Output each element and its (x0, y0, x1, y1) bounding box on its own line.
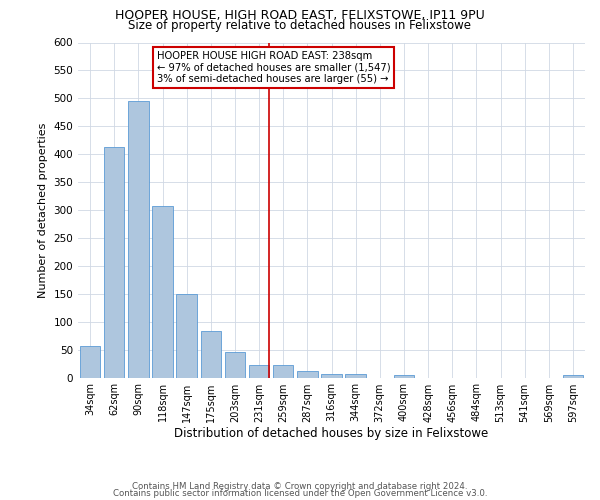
Bar (80, 346, 100, 378)
Bar (128, 101, 149, 377)
Bar (176, 294, 197, 378)
Text: HOOPER HOUSE HIGH ROAD EAST: 238sqm
← 97% of detached houses are smaller (1,547): HOOPER HOUSE HIGH ROAD EAST: 238sqm ← 97… (157, 51, 390, 84)
Bar (321, 374, 342, 378)
Bar (297, 372, 317, 378)
Bar (200, 330, 221, 378)
Text: Contains HM Land Registry data © Crown copyright and database right 2024.: Contains HM Land Registry data © Crown c… (132, 482, 468, 491)
Bar (273, 365, 293, 378)
Text: Contains public sector information licensed under the Open Government Licence v3: Contains public sector information licen… (113, 489, 487, 498)
Bar (249, 365, 269, 378)
Bar (346, 374, 366, 378)
Bar (563, 376, 583, 378)
Bar (224, 352, 245, 378)
Y-axis label: Number of detached properties: Number of detached properties (38, 122, 48, 298)
Bar (394, 376, 414, 378)
Bar (152, 206, 173, 378)
X-axis label: Distribution of detached houses by size in Felixstowe: Distribution of detached houses by size … (175, 428, 488, 440)
Bar (104, 148, 124, 378)
Text: Size of property relative to detached houses in Felixstowe: Size of property relative to detached ho… (128, 19, 472, 32)
Text: HOOPER HOUSE, HIGH ROAD EAST, FELIXSTOWE, IP11 9PU: HOOPER HOUSE, HIGH ROAD EAST, FELIXSTOWE… (115, 9, 485, 22)
